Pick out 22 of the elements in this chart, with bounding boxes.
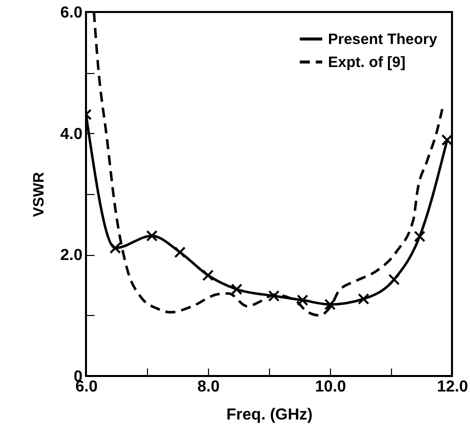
point [230, 284, 242, 295]
x-tick-label: 8.0 [197, 378, 220, 396]
x-tick-label: 12.0 [436, 378, 468, 396]
x-tick-label: 10.0 [314, 378, 346, 396]
x-axis-title: Freq. (GHz) [226, 406, 313, 424]
point [414, 230, 426, 242]
point [296, 294, 308, 306]
point [110, 242, 122, 254]
point [268, 290, 280, 302]
y-tick-label: 6.0 [60, 4, 83, 22]
y-tick-label: 2.0 [60, 247, 83, 264]
y-axis-title: VSWR [30, 172, 48, 217]
point [324, 298, 336, 310]
point [174, 246, 186, 258]
point [202, 270, 214, 282]
legend-label: Expt. of [9] [328, 54, 406, 71]
legend-label: Present Theory [328, 31, 438, 48]
y-tick-label: 4.0 [60, 126, 83, 143]
point [441, 134, 452, 146]
point [146, 230, 158, 242]
point [358, 293, 370, 305]
point [388, 274, 400, 286]
